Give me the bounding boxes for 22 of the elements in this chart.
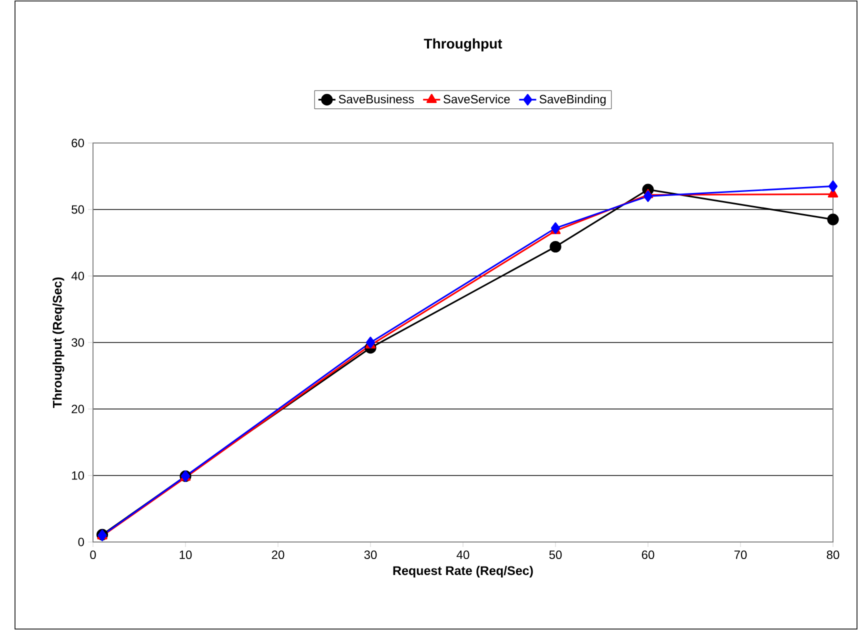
legend-label: SaveBusiness [338,94,414,104]
y-tick-label: 40 [71,272,84,280]
x-tick-label: 30 [364,550,377,560]
y-tick-label: 50 [72,205,84,214]
y-tick-label: 0 [78,538,84,546]
x-tick-label: 50 [549,550,562,560]
x-tick-label: 0 [90,550,96,560]
x-tick-label: 70 [734,550,747,560]
legend-label: SaveBinding [540,94,606,106]
legend-label: SaveService [444,94,510,104]
y-tick-label: 20 [72,404,84,414]
x-tick-label: 60 [642,550,654,560]
x-tick-label: 20 [272,550,284,560]
y-axis-title: Throughput (Req/Sec) [52,278,64,408]
x-tick-label: 80 [826,550,840,560]
y-tick-label: 10 [72,471,84,480]
y-tick-label: 60 [72,138,84,148]
chart-title: Throughput [424,38,502,52]
x-axis-title: Request Rate (Req/Sec) [393,566,533,578]
x-tick-label: 40 [456,550,470,560]
y-tick-label: 30 [72,338,84,347]
x-tick-label: 10 [180,550,192,560]
